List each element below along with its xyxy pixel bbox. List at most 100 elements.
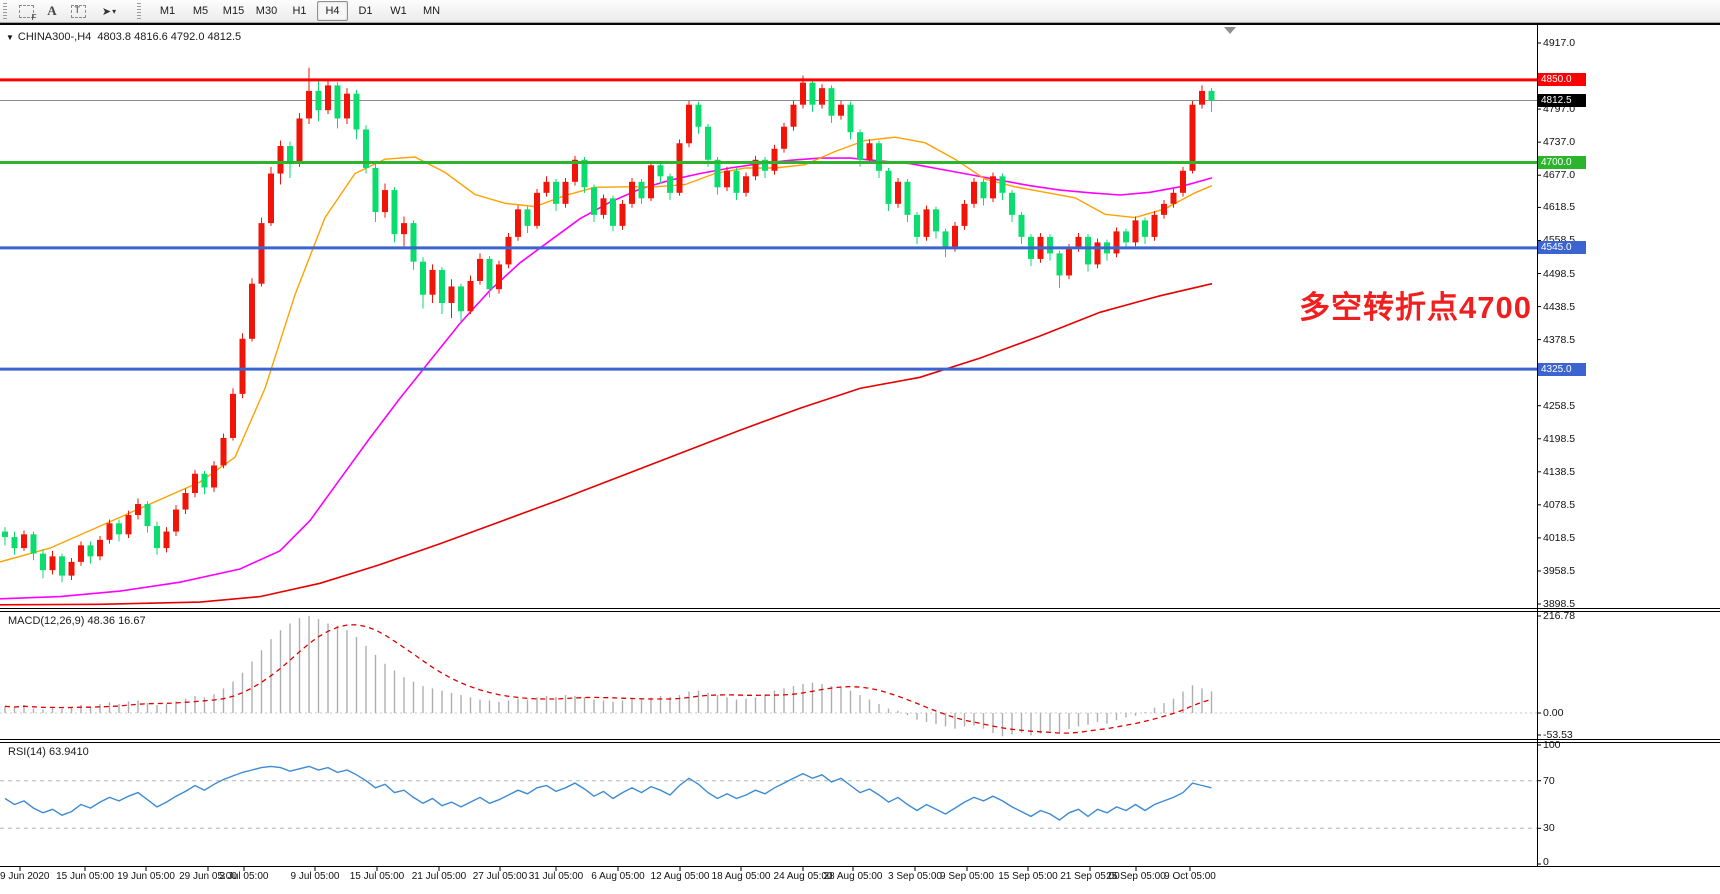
- candle-body: [315, 90, 322, 111]
- candle-body: [591, 187, 597, 215]
- date-axis-tick: 6 Aug 05:00: [591, 871, 645, 882]
- candle-body: [828, 88, 835, 116]
- timeframe-button-m5[interactable]: M5: [192, 5, 209, 17]
- price-axis-tick: 4498.5: [1543, 267, 1576, 280]
- timeframe-button-h1[interactable]: H1: [292, 5, 307, 17]
- candle-body: [1180, 170, 1186, 193]
- price-axis-tick: 4138.5: [1543, 465, 1576, 478]
- timeframe-toolbar-drag-handle[interactable]: [137, 3, 141, 19]
- symbol-dropdown-icon[interactable]: ▼: [6, 33, 14, 42]
- candle-body: [344, 93, 350, 119]
- rsi-axis-tick: 30: [1543, 822, 1555, 835]
- chart-shift-marker-icon[interactable]: [1224, 27, 1236, 34]
- candle-body: [1113, 231, 1120, 254]
- ma-mid-line: [0, 157, 1213, 600]
- candle-body: [942, 231, 949, 248]
- symbol-info-bar[interactable]: ▼ CHINA300-,H4 4803.8 4816.6 4792.0 4812.…: [6, 31, 241, 43]
- candle-body: [249, 283, 255, 339]
- candle-body: [372, 168, 379, 213]
- candle-body: [486, 258, 493, 290]
- candle-body: [448, 286, 455, 303]
- date-axis-tick: 15 Jun 05:00: [56, 871, 114, 882]
- candle-body: [581, 159, 588, 188]
- candle-body: [819, 88, 825, 105]
- candle-body: [277, 146, 284, 174]
- candle-body: [429, 269, 436, 295]
- timeframe-button-w1[interactable]: W1: [390, 5, 407, 17]
- candle-body: [847, 104, 854, 133]
- timeframe-button-d1[interactable]: D1: [358, 5, 373, 17]
- candle-body: [629, 181, 635, 204]
- candle-body: [239, 338, 246, 394]
- candle-body: [1075, 236, 1082, 248]
- candle-body: [467, 280, 474, 312]
- current-price-badge: 4812.5: [1538, 94, 1586, 108]
- symbol-ohlc-values: 4803.8 4816.6 4792.0 4812.5: [97, 31, 242, 43]
- candle-body: [106, 523, 113, 540]
- date-axis-tick: 9 Oct 05:00: [1164, 871, 1216, 882]
- candle-body: [391, 190, 398, 235]
- candle-body: [1018, 214, 1025, 237]
- candle-body: [201, 473, 208, 488]
- date-axis-tick: 19 Jun 05:00: [117, 871, 175, 882]
- candle-body: [21, 534, 27, 549]
- timeframe-button-m1[interactable]: M1: [159, 5, 176, 17]
- candle-body: [382, 190, 388, 213]
- candle-body: [990, 176, 996, 199]
- date-axis-tick: 31 Jul 05:00: [528, 871, 584, 882]
- candle-body: [800, 82, 806, 105]
- candle-body: [144, 504, 151, 527]
- candle-body: [1208, 90, 1215, 101]
- timeframe-button-m15[interactable]: M15: [222, 5, 245, 17]
- toolbar-drag-handle[interactable]: [3, 3, 7, 19]
- date-axis-tick: 27 Jul 05:00: [472, 871, 528, 882]
- price-level-badge-4545.0: 4545.0: [1538, 241, 1586, 255]
- date-axis-tick: 3 Sep 05:00: [888, 871, 942, 882]
- candle-body: [933, 209, 939, 232]
- candle-body: [904, 181, 911, 215]
- candle-body: [268, 173, 274, 224]
- candle-body: [762, 159, 768, 171]
- date-axis-tick: 9 Jul 05:00: [290, 871, 340, 882]
- candle-body: [1056, 253, 1063, 276]
- rsi-axis-tick: 70: [1543, 774, 1555, 787]
- macd-indicator-label: MACD(12,26,9) 48.36 16.67: [8, 615, 146, 627]
- price-level-badge-4700.0: 4700.0: [1538, 156, 1586, 170]
- candle-body: [638, 181, 645, 199]
- candle-body: [163, 531, 170, 549]
- price-axis-tick: 3898.5: [1543, 598, 1576, 610]
- timeframe-button-m30[interactable]: M30: [255, 5, 278, 17]
- chevron-down-icon[interactable]: ▾: [112, 6, 117, 16]
- price-axis-tick: 4018.5: [1543, 531, 1576, 544]
- date-axis-tick: 9 Sep 05:00: [940, 871, 994, 882]
- dashed-box-f-icon[interactable]: F: [13, 1, 39, 22]
- candle-body: [363, 129, 369, 169]
- chart-annotation-text: 多空转折点4700: [1299, 290, 1532, 325]
- candle-body: [496, 264, 502, 290]
- candle-body: [866, 143, 873, 160]
- candle-body: [1151, 214, 1158, 237]
- rsi-line: [4, 765, 1212, 821]
- candle-body: [1123, 231, 1129, 243]
- candle-body: [619, 203, 626, 226]
- text-label-icon[interactable]: T: [65, 1, 91, 21]
- text-icon[interactable]: A: [47, 3, 57, 18]
- candle-body: [695, 104, 702, 127]
- price-level-badge-4850.0: 4850.0: [1538, 73, 1586, 87]
- price-axis-tick: 4078.5: [1543, 498, 1576, 511]
- timeframe-button-mn[interactable]: MN: [422, 5, 441, 17]
- candle-body: [505, 236, 512, 265]
- candle-body: [97, 539, 103, 557]
- candle-body: [809, 82, 816, 105]
- candle-body: [952, 225, 958, 248]
- macd-axis-tick: -53.53: [1543, 729, 1573, 741]
- arrow-tools-icon[interactable]: ➤ ▾: [101, 5, 117, 18]
- price-axis-tick: 4618.5: [1543, 201, 1576, 214]
- candle-body: [923, 209, 930, 237]
- timeframe-button-h4[interactable]: H4: [317, 1, 348, 21]
- text-label-icon-frame: T: [70, 4, 86, 18]
- candle-body: [125, 515, 132, 535]
- date-axis-tick: 29 Jun 05:00: [179, 871, 237, 882]
